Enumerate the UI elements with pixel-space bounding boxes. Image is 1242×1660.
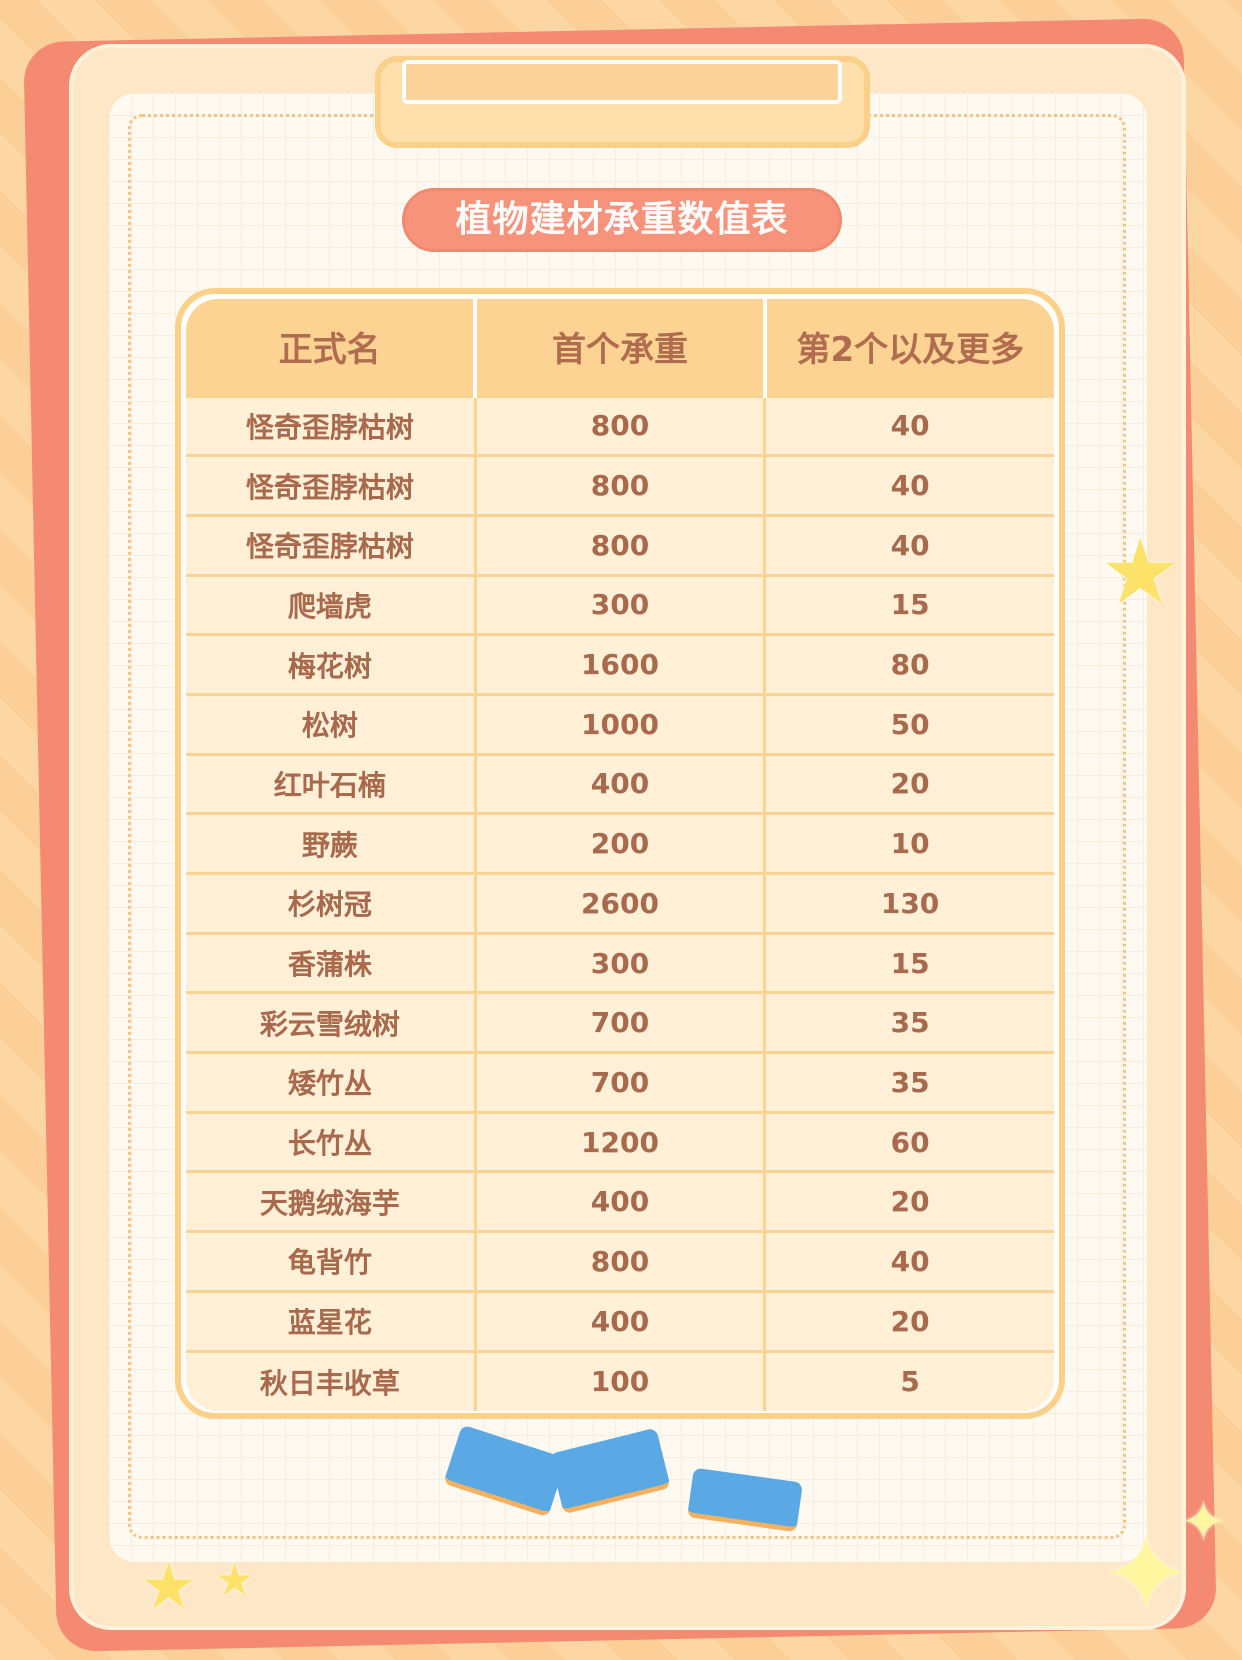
cell-additional-load: 5 — [764, 1349, 1054, 1411]
table-row: 秋日丰收草 100 5 — [186, 1349, 1054, 1411]
cell-first-load: 700 — [475, 991, 767, 1053]
cell-first-load: 100 — [475, 1349, 767, 1411]
page-title: 植物建材承重数值表 — [402, 188, 842, 252]
cell-additional-load: 50 — [764, 692, 1054, 755]
cell-name: 怪奇歪脖枯树 — [186, 454, 477, 516]
cell-first-load: 800 — [475, 1230, 767, 1292]
cell-first-load: 300 — [475, 573, 767, 635]
cell-first-load: 800 — [475, 394, 767, 456]
table-row: 天鹅绒海芋 400 20 — [186, 1170, 1054, 1232]
cell-additional-load: 80 — [764, 633, 1054, 695]
table-row: 彩云雪绒树 700 35 — [186, 991, 1054, 1053]
cell-first-load: 200 — [475, 812, 767, 874]
cell-first-load: 1000 — [475, 692, 767, 755]
cell-additional-load: 15 — [764, 931, 1054, 993]
table-header-row: 正式名 首个承重 第2个以及更多 — [186, 299, 1054, 396]
star-icon: ★ — [215, 1555, 255, 1606]
cell-additional-load: 40 — [764, 394, 1054, 456]
cell-name: 爬墙虎 — [186, 573, 477, 635]
cell-additional-load: 60 — [764, 1110, 1054, 1172]
table-row: 松树 1000 50 — [186, 692, 1054, 755]
table-row: 爬墙虎 300 15 — [186, 573, 1054, 635]
cell-name: 怪奇歪脖枯树 — [186, 513, 477, 576]
star-icon: ★ — [1100, 520, 1181, 625]
table-row: 长竹丛 1200 60 — [186, 1110, 1054, 1172]
cell-additional-load: 35 — [764, 1051, 1054, 1113]
cell-first-load: 400 — [475, 1170, 767, 1232]
cell-name: 长竹丛 — [186, 1110, 477, 1172]
column-header-name: 正式名 — [186, 299, 478, 396]
cell-additional-load: 20 — [764, 1170, 1054, 1232]
table-row: 怪奇歪脖枯树 800 40 — [186, 454, 1054, 516]
table-row: 怪奇歪脖枯树 800 40 — [186, 394, 1054, 456]
cell-name: 杉树冠 — [186, 872, 477, 934]
star-icon: ★ — [140, 1550, 198, 1624]
cell-additional-load: 20 — [764, 1289, 1054, 1351]
table-row: 红叶石楠 400 20 — [186, 752, 1054, 814]
cell-name: 野蕨 — [186, 812, 477, 874]
table-row: 野蕨 200 10 — [186, 812, 1054, 874]
table-row: 矮竹丛 700 35 — [186, 1051, 1054, 1113]
sparkle-icon: ✦ — [1180, 1490, 1227, 1555]
cell-additional-load: 20 — [764, 752, 1054, 814]
cell-additional-load: 40 — [764, 454, 1054, 516]
cell-name: 梅花树 — [186, 633, 477, 695]
cell-name: 香蒲株 — [186, 931, 477, 993]
cell-name: 矮竹丛 — [186, 1051, 477, 1113]
table-row: 龟背竹 800 40 — [186, 1230, 1054, 1292]
cell-additional-load: 40 — [764, 1230, 1054, 1292]
clipboard-clip-inner — [402, 60, 842, 104]
column-header-additional-load: 第2个以及更多 — [764, 299, 1054, 396]
cell-first-load: 1600 — [475, 633, 767, 695]
cell-additional-load: 130 — [764, 872, 1054, 934]
cell-first-load: 400 — [475, 752, 767, 814]
cell-first-load: 400 — [475, 1289, 767, 1351]
data-table-frame: 正式名 首个承重 第2个以及更多 怪奇歪脖枯树 800 40 怪奇歪脖枯树 800 40 怪… — [175, 288, 1065, 1419]
cell-name: 天鹅绒海芋 — [186, 1170, 477, 1232]
cell-name: 红叶石楠 — [186, 752, 477, 814]
table-row: 香蒲株 300 15 — [186, 931, 1054, 993]
cell-additional-load: 40 — [764, 513, 1054, 576]
cell-additional-load: 35 — [764, 991, 1054, 1053]
cell-name: 蓝星花 — [186, 1289, 477, 1351]
cell-first-load: 700 — [475, 1051, 767, 1113]
table-row: 梅花树 1600 80 — [186, 633, 1054, 695]
table-row: 怪奇歪脖枯树 800 40 — [186, 513, 1054, 576]
cell-name: 龟背竹 — [186, 1230, 477, 1292]
table-row: 蓝星花 400 20 — [186, 1289, 1054, 1351]
cell-additional-load: 10 — [764, 812, 1054, 874]
cell-name: 彩云雪绒树 — [186, 991, 477, 1053]
cell-first-load: 300 — [475, 931, 767, 993]
column-header-first-load: 首个承重 — [475, 299, 767, 396]
cell-name: 怪奇歪脖枯树 — [186, 394, 477, 456]
cell-name: 松树 — [186, 692, 477, 755]
cell-first-load: 800 — [475, 513, 767, 576]
cell-first-load: 2600 — [475, 872, 767, 934]
cell-first-load: 800 — [475, 454, 767, 516]
data-table: 正式名 首个承重 第2个以及更多 怪奇歪脖枯树 800 40 怪奇歪脖枯树 800 40 怪… — [186, 299, 1054, 1411]
cell-additional-load: 15 — [764, 573, 1054, 635]
table-row: 杉树冠 2600 130 — [186, 872, 1054, 934]
sparkle-icon: ✦ — [1100, 1510, 1193, 1638]
cell-first-load: 1200 — [475, 1110, 767, 1172]
cell-name: 秋日丰收草 — [186, 1349, 477, 1411]
